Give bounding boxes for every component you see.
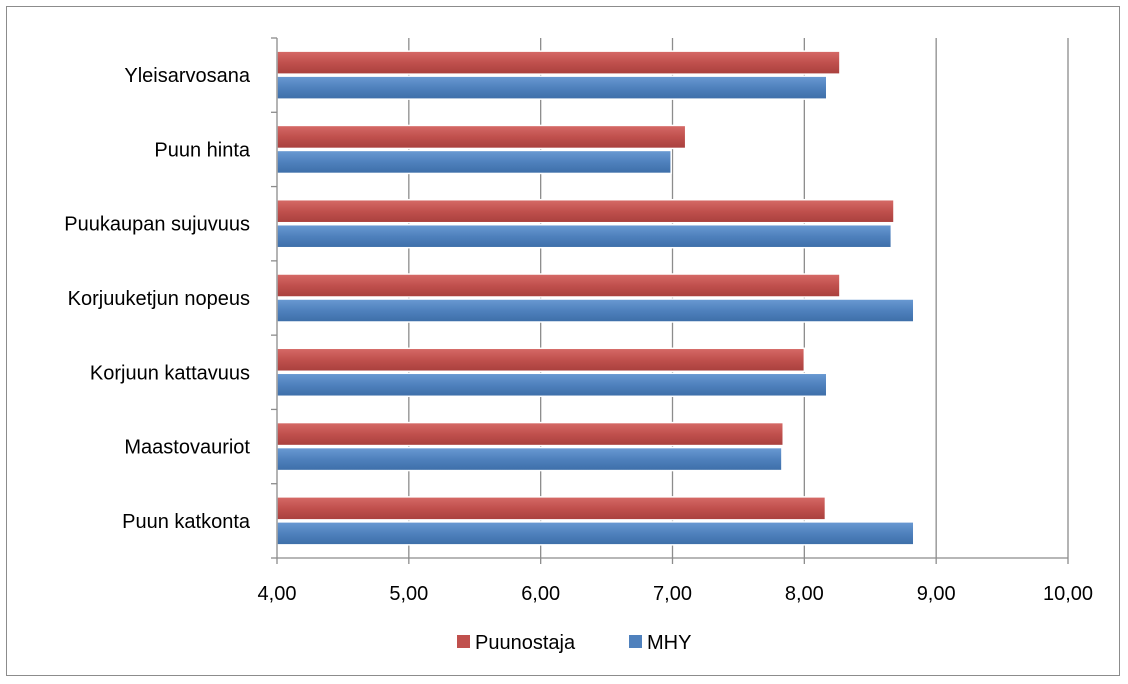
- bar-puunostaja-4: [276, 347, 806, 373]
- bar-mhy-3: [276, 298, 915, 323]
- bar-mhy-2: [276, 223, 893, 249]
- bar-mhy-1: [276, 149, 672, 175]
- bar-mhy-5: [276, 446, 783, 472]
- legend: Puunostaja MHY: [457, 632, 691, 654]
- bar-puunostaja-0: [276, 50, 841, 75]
- bar-puunostaja-3: [276, 273, 841, 298]
- bar-puunostaja-1: [276, 124, 687, 150]
- category-label-5: Maastovauriot: [124, 437, 250, 459]
- chart-frame: [6, 6, 1120, 676]
- labels: Yleisarvosana Puun hinta Puukaupan sujuvuu…: [64, 65, 1093, 605]
- x-tick-label-6: 10,00: [1043, 583, 1093, 605]
- category-label-2: Puukaupan sujuvuus: [64, 214, 250, 236]
- x-tick-label-4: 8,00: [785, 583, 824, 605]
- bar-puunostaja-5: [276, 421, 784, 447]
- x-tick-label-3: 7,00: [653, 583, 692, 605]
- category-label-4: Korjuun kattavuus: [90, 362, 250, 384]
- gridlines: [408, 38, 1069, 558]
- bar-mhy-0: [276, 75, 828, 100]
- x-tick-label-0: 4,00: [258, 583, 297, 605]
- bar-puunostaja-6: [276, 496, 827, 521]
- legend-label-puunostaja: Puunostaja: [475, 632, 576, 654]
- legend-label-mhy: MHY: [647, 632, 691, 654]
- category-label-3: Korjuuketjun nopeus: [68, 288, 250, 310]
- category-label-1: Puun hinta: [154, 139, 251, 161]
- bar-puunostaja-2: [276, 198, 895, 224]
- legend-swatch-puunostaja: [457, 635, 470, 648]
- x-tick-label-5: 9,00: [917, 583, 956, 605]
- category-label-0: Yleisarvosana: [124, 65, 251, 87]
- bar-mhy-4: [276, 372, 828, 398]
- legend-swatch-mhy: [629, 635, 642, 648]
- x-tick-label-2: 6,00: [521, 583, 560, 605]
- axes: [271, 37, 1069, 564]
- x-tick-label-1: 5,00: [389, 583, 428, 605]
- bar-mhy-6: [276, 521, 915, 546]
- category-label-6: Puun katkonta: [122, 511, 251, 533]
- bars: [276, 50, 915, 546]
